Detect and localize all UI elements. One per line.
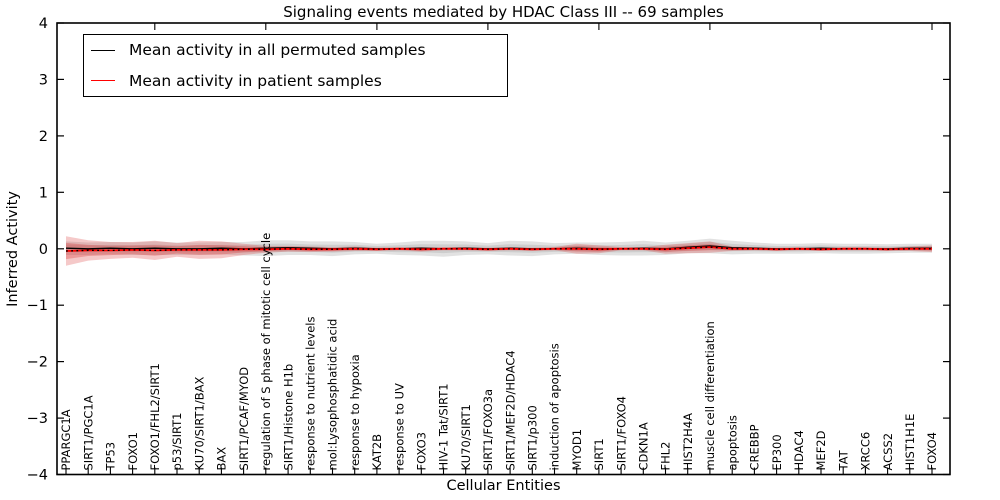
y-tick-label: −2: [27, 355, 48, 371]
x-tick-label: SIRT1: [592, 438, 606, 470]
legend: Mean activity in all permuted samples Me…: [83, 34, 508, 97]
x-tick-label: SIRT1/FOXO4: [614, 396, 628, 471]
x-tick-label: response to hypoxia: [348, 354, 362, 470]
y-tick-label: 1: [39, 185, 48, 201]
x-tick-label: MYOD1: [570, 429, 584, 471]
x-tick-label: EP300: [770, 434, 784, 470]
x-tick-label: BAX: [215, 447, 229, 471]
x-tick-label: SIRT1/PGC1A: [81, 395, 95, 470]
x-axis-label: Cellular Entities: [446, 478, 561, 494]
x-tick-label: HIST1H1E: [903, 414, 917, 471]
chart-title: Signaling events mediated by HDAC Class …: [283, 3, 724, 21]
x-tick-label: KU70/SIRT1/BAX: [192, 377, 206, 471]
y-tick-label: 0: [39, 242, 48, 258]
y-axis-label: Inferred Activity: [5, 191, 21, 307]
x-tick-label: FOXO1: [126, 432, 140, 470]
legend-line-red-icon: [91, 80, 115, 82]
x-tick-label: HIV-1 Tat/SIRT1: [437, 383, 451, 470]
band-patient-outer: [66, 236, 932, 266]
x-tick-label: apoptosis: [725, 415, 739, 470]
y-tick-label: 3: [39, 72, 48, 88]
legend-label-patient: Mean activity in patient samples: [129, 71, 382, 90]
y-tick-label: 4: [39, 16, 48, 32]
x-tick-label: MEF2D: [814, 430, 828, 470]
x-tick-label: HIST2H4A: [681, 413, 695, 471]
x-tick-label: SIRT1/PCAF/MYOD: [237, 367, 251, 471]
x-tick-label: regulation of S phase of mitotic cell cy…: [259, 233, 273, 471]
legend-line-black-icon: [91, 49, 115, 51]
x-tick-label: response to UV: [392, 383, 406, 471]
x-tick-label: CREBBP: [748, 424, 762, 470]
x-tick-label: KU70/SIRT1: [459, 404, 473, 470]
x-tick-label: muscle cell differentiation: [703, 321, 717, 470]
x-tick-label: mol:Lysophosphatidic acid: [326, 319, 340, 471]
x-tick-label: FOXO3: [415, 432, 429, 470]
line-mean-permuted-dotted: [65, 246, 932, 252]
legend-item-permuted: Mean activity in all permuted samples: [84, 35, 507, 65]
x-tick-label: PPARGC1A: [59, 409, 73, 470]
x-tick-label: SIRT1/MEF2D/HDAC4: [503, 350, 517, 470]
x-tick-label: HDAC4: [792, 430, 806, 470]
x-tick-label: FOXO1/FHL2/SIRT1: [148, 363, 162, 470]
y-tick-label: −4: [27, 468, 48, 484]
x-tick-label: ACSS2: [881, 433, 895, 471]
band-permuted-outer: [66, 238, 932, 257]
x-tick-label: FHL2: [659, 442, 673, 471]
x-tick-label: p53/SIRT1: [170, 413, 184, 471]
x-tick-label: CDKN1A: [637, 422, 651, 470]
x-tick-label: TAT: [836, 449, 850, 471]
legend-label-permuted: Mean activity in all permuted samples: [129, 41, 426, 60]
y-tick-label: −1: [27, 298, 48, 314]
x-tick-label: XRCC6: [859, 432, 873, 471]
x-tick-label: TP53: [104, 442, 118, 472]
x-tick-label: induction of apoptosis: [548, 343, 562, 470]
x-tick-label: KAT2B: [370, 434, 384, 471]
x-tick-label: FOXO4: [925, 432, 939, 470]
legend-item-patient: Mean activity in patient samples: [84, 66, 507, 96]
x-tick-label: response to nutrient levels: [304, 317, 318, 471]
y-tick-label: −3: [27, 411, 48, 427]
x-tick-label: SIRT1/p300: [526, 405, 540, 470]
x-tick-label: SIRT1/Histone H1b: [281, 364, 295, 471]
y-tick-label: 2: [39, 129, 48, 145]
band-permuted-inner: [66, 241, 932, 254]
x-tick-label: SIRT1/FOXO3a: [481, 389, 495, 471]
